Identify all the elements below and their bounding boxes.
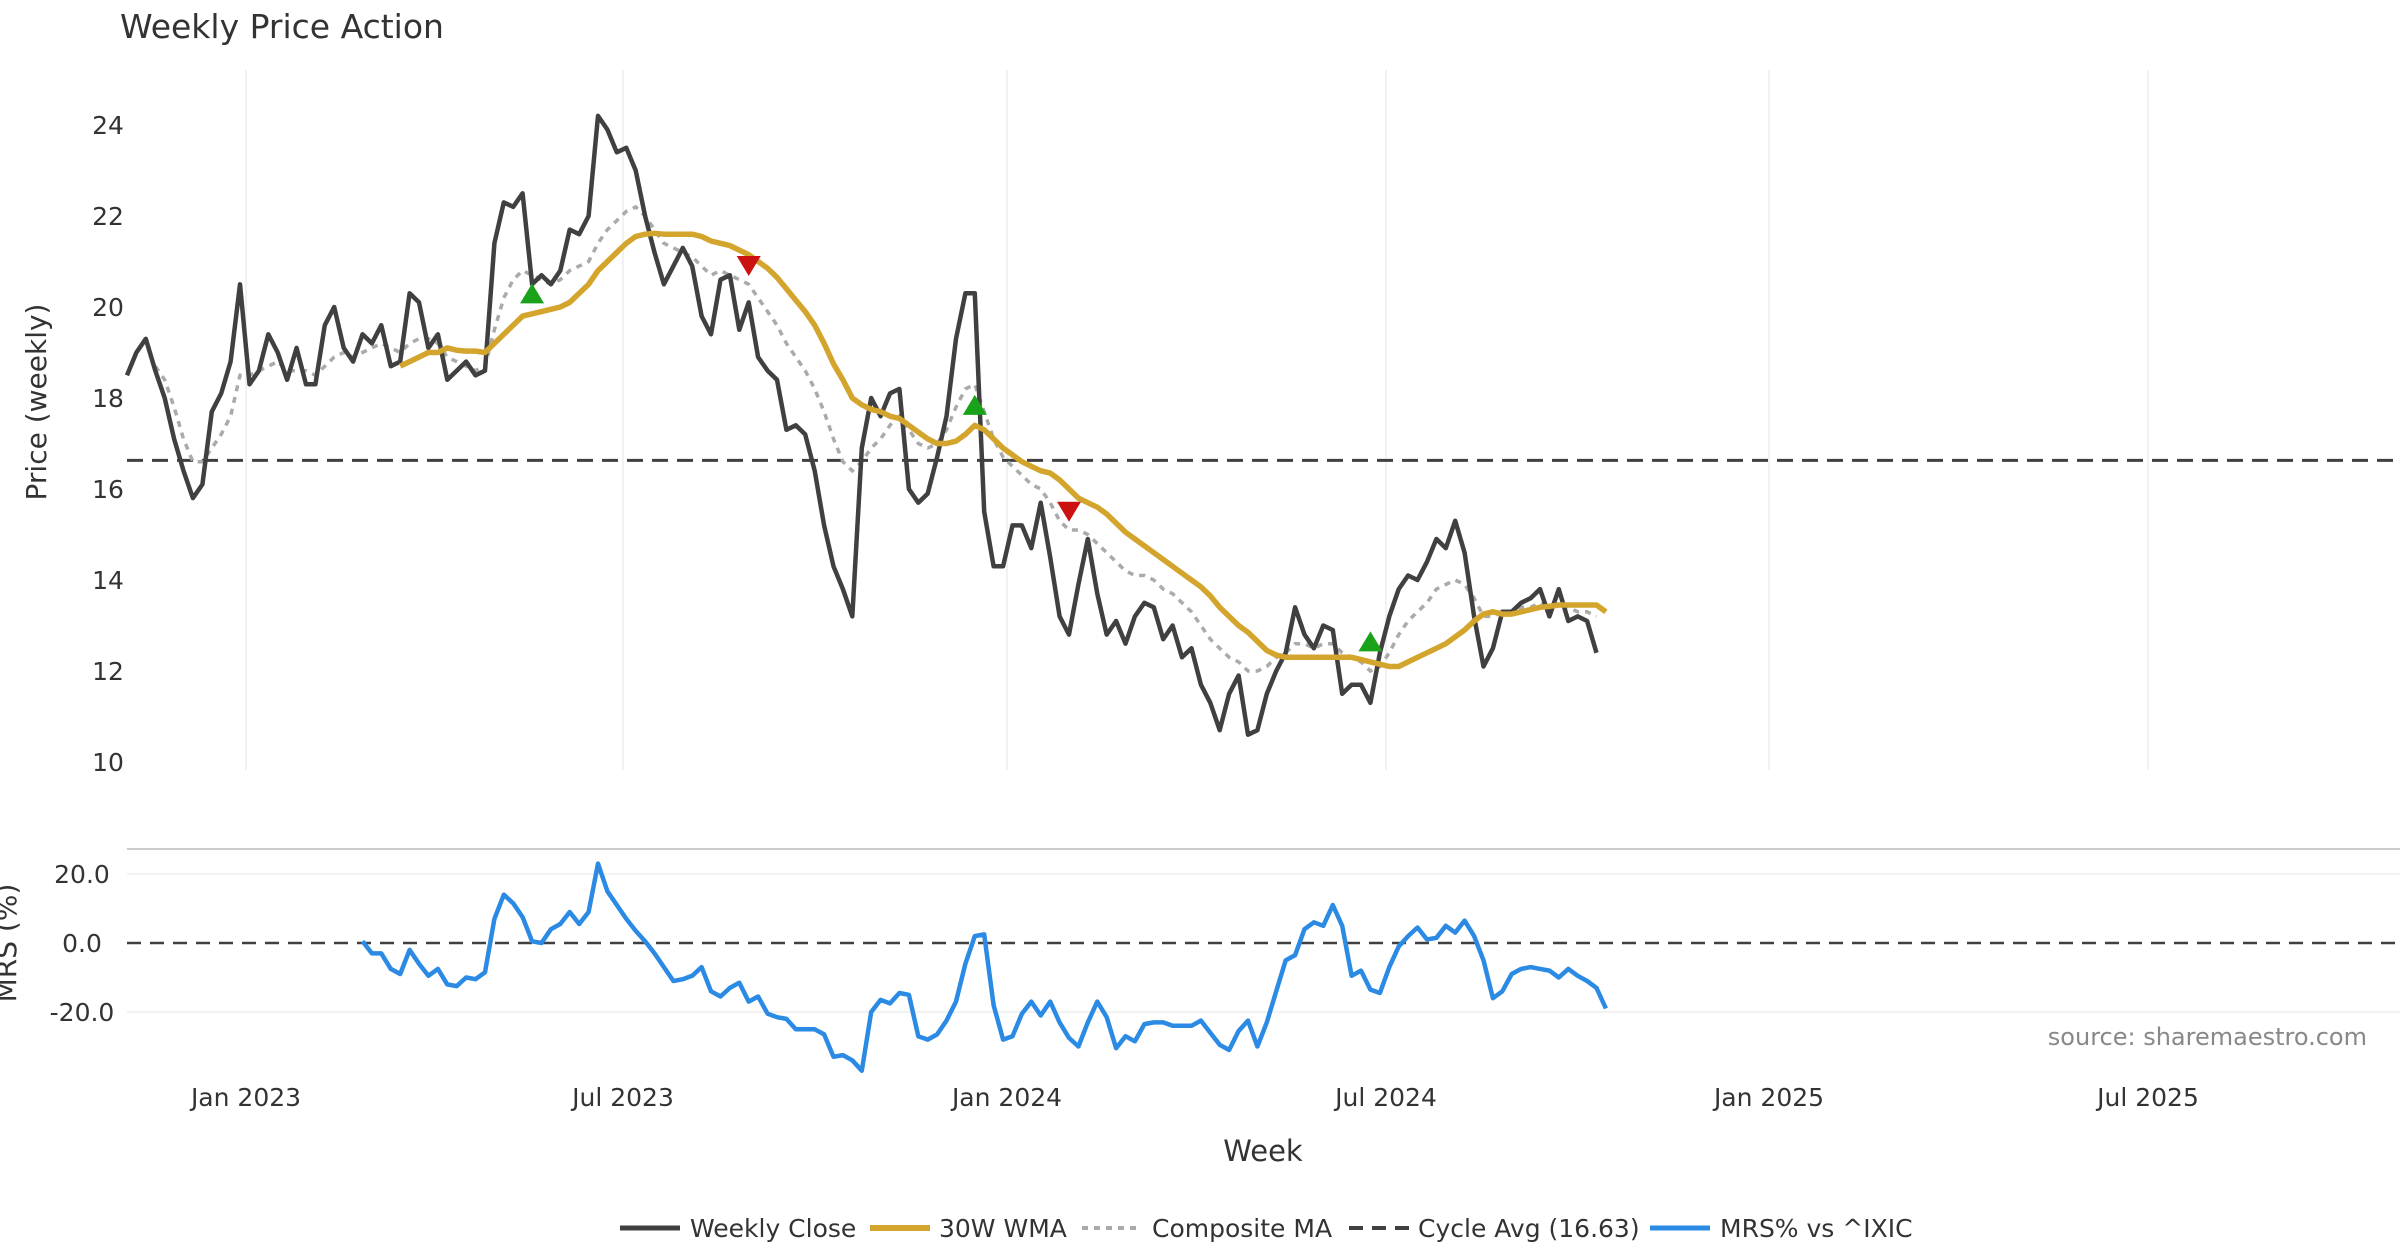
x-tick-label: Jan 2025	[1712, 1083, 1824, 1112]
legend: Weekly Close 30W WMA Composite MA Cycle Avg…	[620, 1214, 1913, 1243]
price-ytick-label: 16	[92, 475, 124, 504]
x-tick-label: Jan 2024	[950, 1083, 1062, 1112]
mrs-ytick-label: 0.0	[62, 929, 102, 958]
legend-label: 30W WMA	[939, 1214, 1067, 1243]
mrs-ytick-label: 20.0	[54, 860, 110, 889]
signal-markers	[520, 256, 1383, 652]
sell-signal-marker	[736, 256, 761, 277]
price-ytick-label: 24	[92, 111, 124, 140]
series-mrs	[360, 861, 1608, 1073]
mrs-axis-label: MRS (%)	[0, 884, 23, 1003]
x-tick-label: Jan 2023	[189, 1083, 301, 1112]
series-30w-wma	[398, 230, 1608, 670]
x-ticks: Jan 2023 Jul 2023 Jan 2024 Jul 2024 Jan 2025…	[189, 1083, 2199, 1112]
buy-signal-marker	[962, 394, 987, 415]
mrs-ytick-label: -20.0	[50, 998, 115, 1027]
legend-label: Composite MA	[1152, 1214, 1332, 1243]
series-composite-ma	[153, 204, 1598, 674]
x-tick-label: Jul 2023	[570, 1083, 674, 1112]
price-ytick-label: 20	[92, 293, 124, 322]
buy-signal-marker	[1358, 631, 1383, 652]
x-tick-label: Jul 2025	[2095, 1083, 2199, 1112]
legend-label: Weekly Close	[690, 1214, 856, 1243]
x-axis-label: Week	[1223, 1134, 1303, 1168]
price-ytick-label: 14	[92, 566, 124, 595]
source-note: source: sharemaestro.com	[2048, 1023, 2367, 1051]
series-weekly-close	[124, 113, 1599, 737]
buy-signal-marker	[520, 283, 545, 304]
grid-lines	[127, 70, 2400, 1013]
price-y-ticks: 10 12 14 16 18 20 22 24	[92, 111, 124, 777]
price-ytick-label: 10	[92, 748, 124, 777]
x-tick-label: Jul 2024	[1333, 1083, 1437, 1112]
price-ytick-label: 12	[92, 657, 124, 686]
legend-label: MRS% vs ^IXIC	[1720, 1214, 1913, 1243]
price-ytick-label: 18	[92, 384, 124, 413]
series-layer	[124, 113, 2400, 1073]
chart-title: Weekly Price Action	[120, 7, 444, 46]
sell-signal-marker	[1057, 501, 1081, 522]
legend-label: Cycle Avg (16.63)	[1418, 1214, 1640, 1243]
price-axis-label: Price (weekly)	[20, 304, 53, 501]
mrs-y-ticks: -20.0 0.0 20.0	[50, 860, 115, 1027]
price-ytick-label: 22	[92, 202, 124, 231]
